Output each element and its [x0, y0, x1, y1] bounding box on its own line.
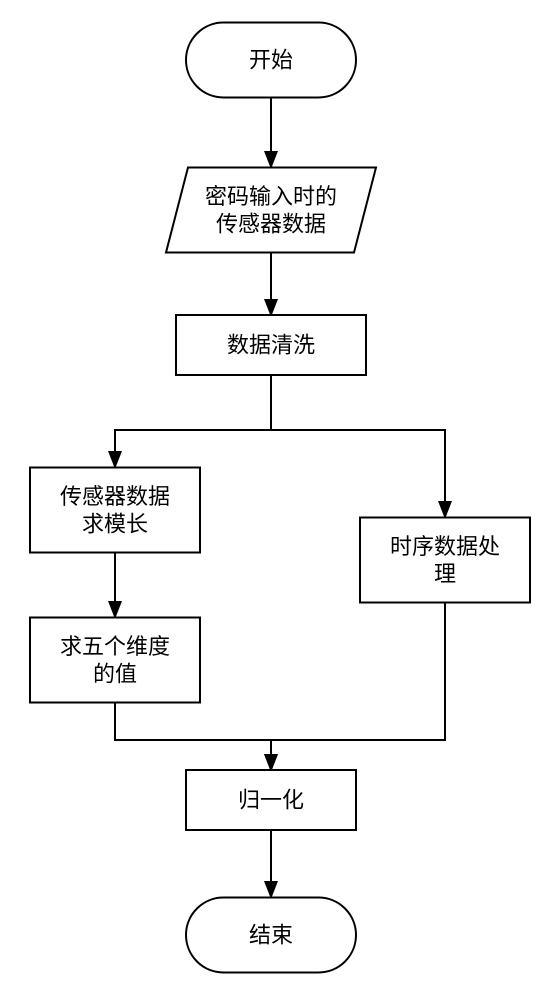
node-seq: 时序数据处理 [360, 518, 530, 603]
flowchart-canvas: 开始密码输入时的传感器数据数据清洗传感器数据求模长求五个维度的值 时序数据处理归一… [0, 0, 549, 1000]
node-clean-label: 数据清洗 [227, 333, 315, 358]
node-five: 求五个维度的值 [30, 618, 200, 703]
node-end-label: 结束 [249, 923, 293, 948]
edge-seq-to-norm [271, 602, 445, 770]
edge-five-to-norm [115, 702, 271, 770]
node-end: 结束 [186, 898, 356, 973]
node-start-label: 开始 [249, 48, 293, 73]
node-norm: 归一化 [186, 770, 356, 830]
node-clean: 数据清洗 [176, 315, 366, 375]
edge-clean-to-seq [271, 375, 445, 517]
node-norm-label: 归一化 [238, 788, 304, 813]
node-input: 密码输入时的传感器数据 [166, 168, 376, 253]
node-mod: 传感器数据求模长 [30, 468, 200, 553]
edge-clean-to-mod [115, 375, 271, 467]
node-start: 开始 [186, 23, 356, 98]
